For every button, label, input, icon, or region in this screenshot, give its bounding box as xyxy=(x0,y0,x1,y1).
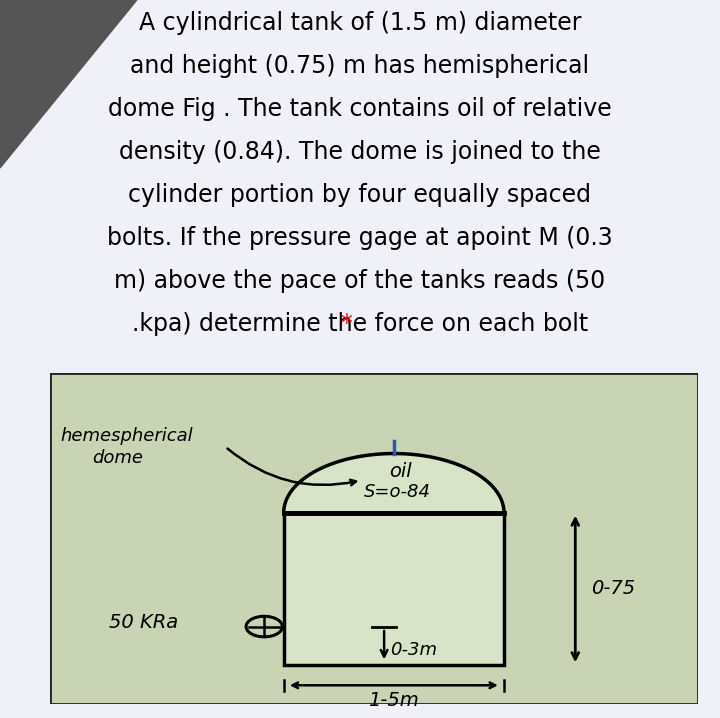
Text: dome Fig . The tank contains oil of relative: dome Fig . The tank contains oil of rela… xyxy=(108,97,612,121)
Text: 0-75: 0-75 xyxy=(591,579,636,599)
Text: 1-5m: 1-5m xyxy=(369,691,419,710)
Text: 50 KRa: 50 KRa xyxy=(109,613,178,633)
Text: m) above the pace of the tanks reads (50: m) above the pace of the tanks reads (50 xyxy=(114,269,606,293)
Polygon shape xyxy=(284,454,504,513)
Text: dome: dome xyxy=(93,449,143,467)
Text: cylinder portion by four equally spaced: cylinder portion by four equally spaced xyxy=(128,183,592,207)
Text: S=o-84: S=o-84 xyxy=(364,483,431,501)
Text: density (0.84). The dome is joined to the: density (0.84). The dome is joined to th… xyxy=(119,140,601,164)
Text: A cylindrical tank of (1.5 m) diameter: A cylindrical tank of (1.5 m) diameter xyxy=(139,11,581,35)
Text: *: * xyxy=(341,312,360,336)
Text: oil: oil xyxy=(389,462,412,481)
Bar xyxy=(284,513,504,665)
Text: .kpa) determine the force on each bolt: .kpa) determine the force on each bolt xyxy=(132,312,588,336)
FancyBboxPatch shape xyxy=(50,373,698,704)
Text: and height (0.75) m has hemispherical: and height (0.75) m has hemispherical xyxy=(130,54,590,78)
Text: bolts. If the pressure gage at apoint M (0.3: bolts. If the pressure gage at apoint M … xyxy=(107,226,613,250)
Polygon shape xyxy=(0,0,137,168)
Text: hemespherical: hemespherical xyxy=(60,426,193,444)
Text: 0-3m: 0-3m xyxy=(390,640,438,658)
